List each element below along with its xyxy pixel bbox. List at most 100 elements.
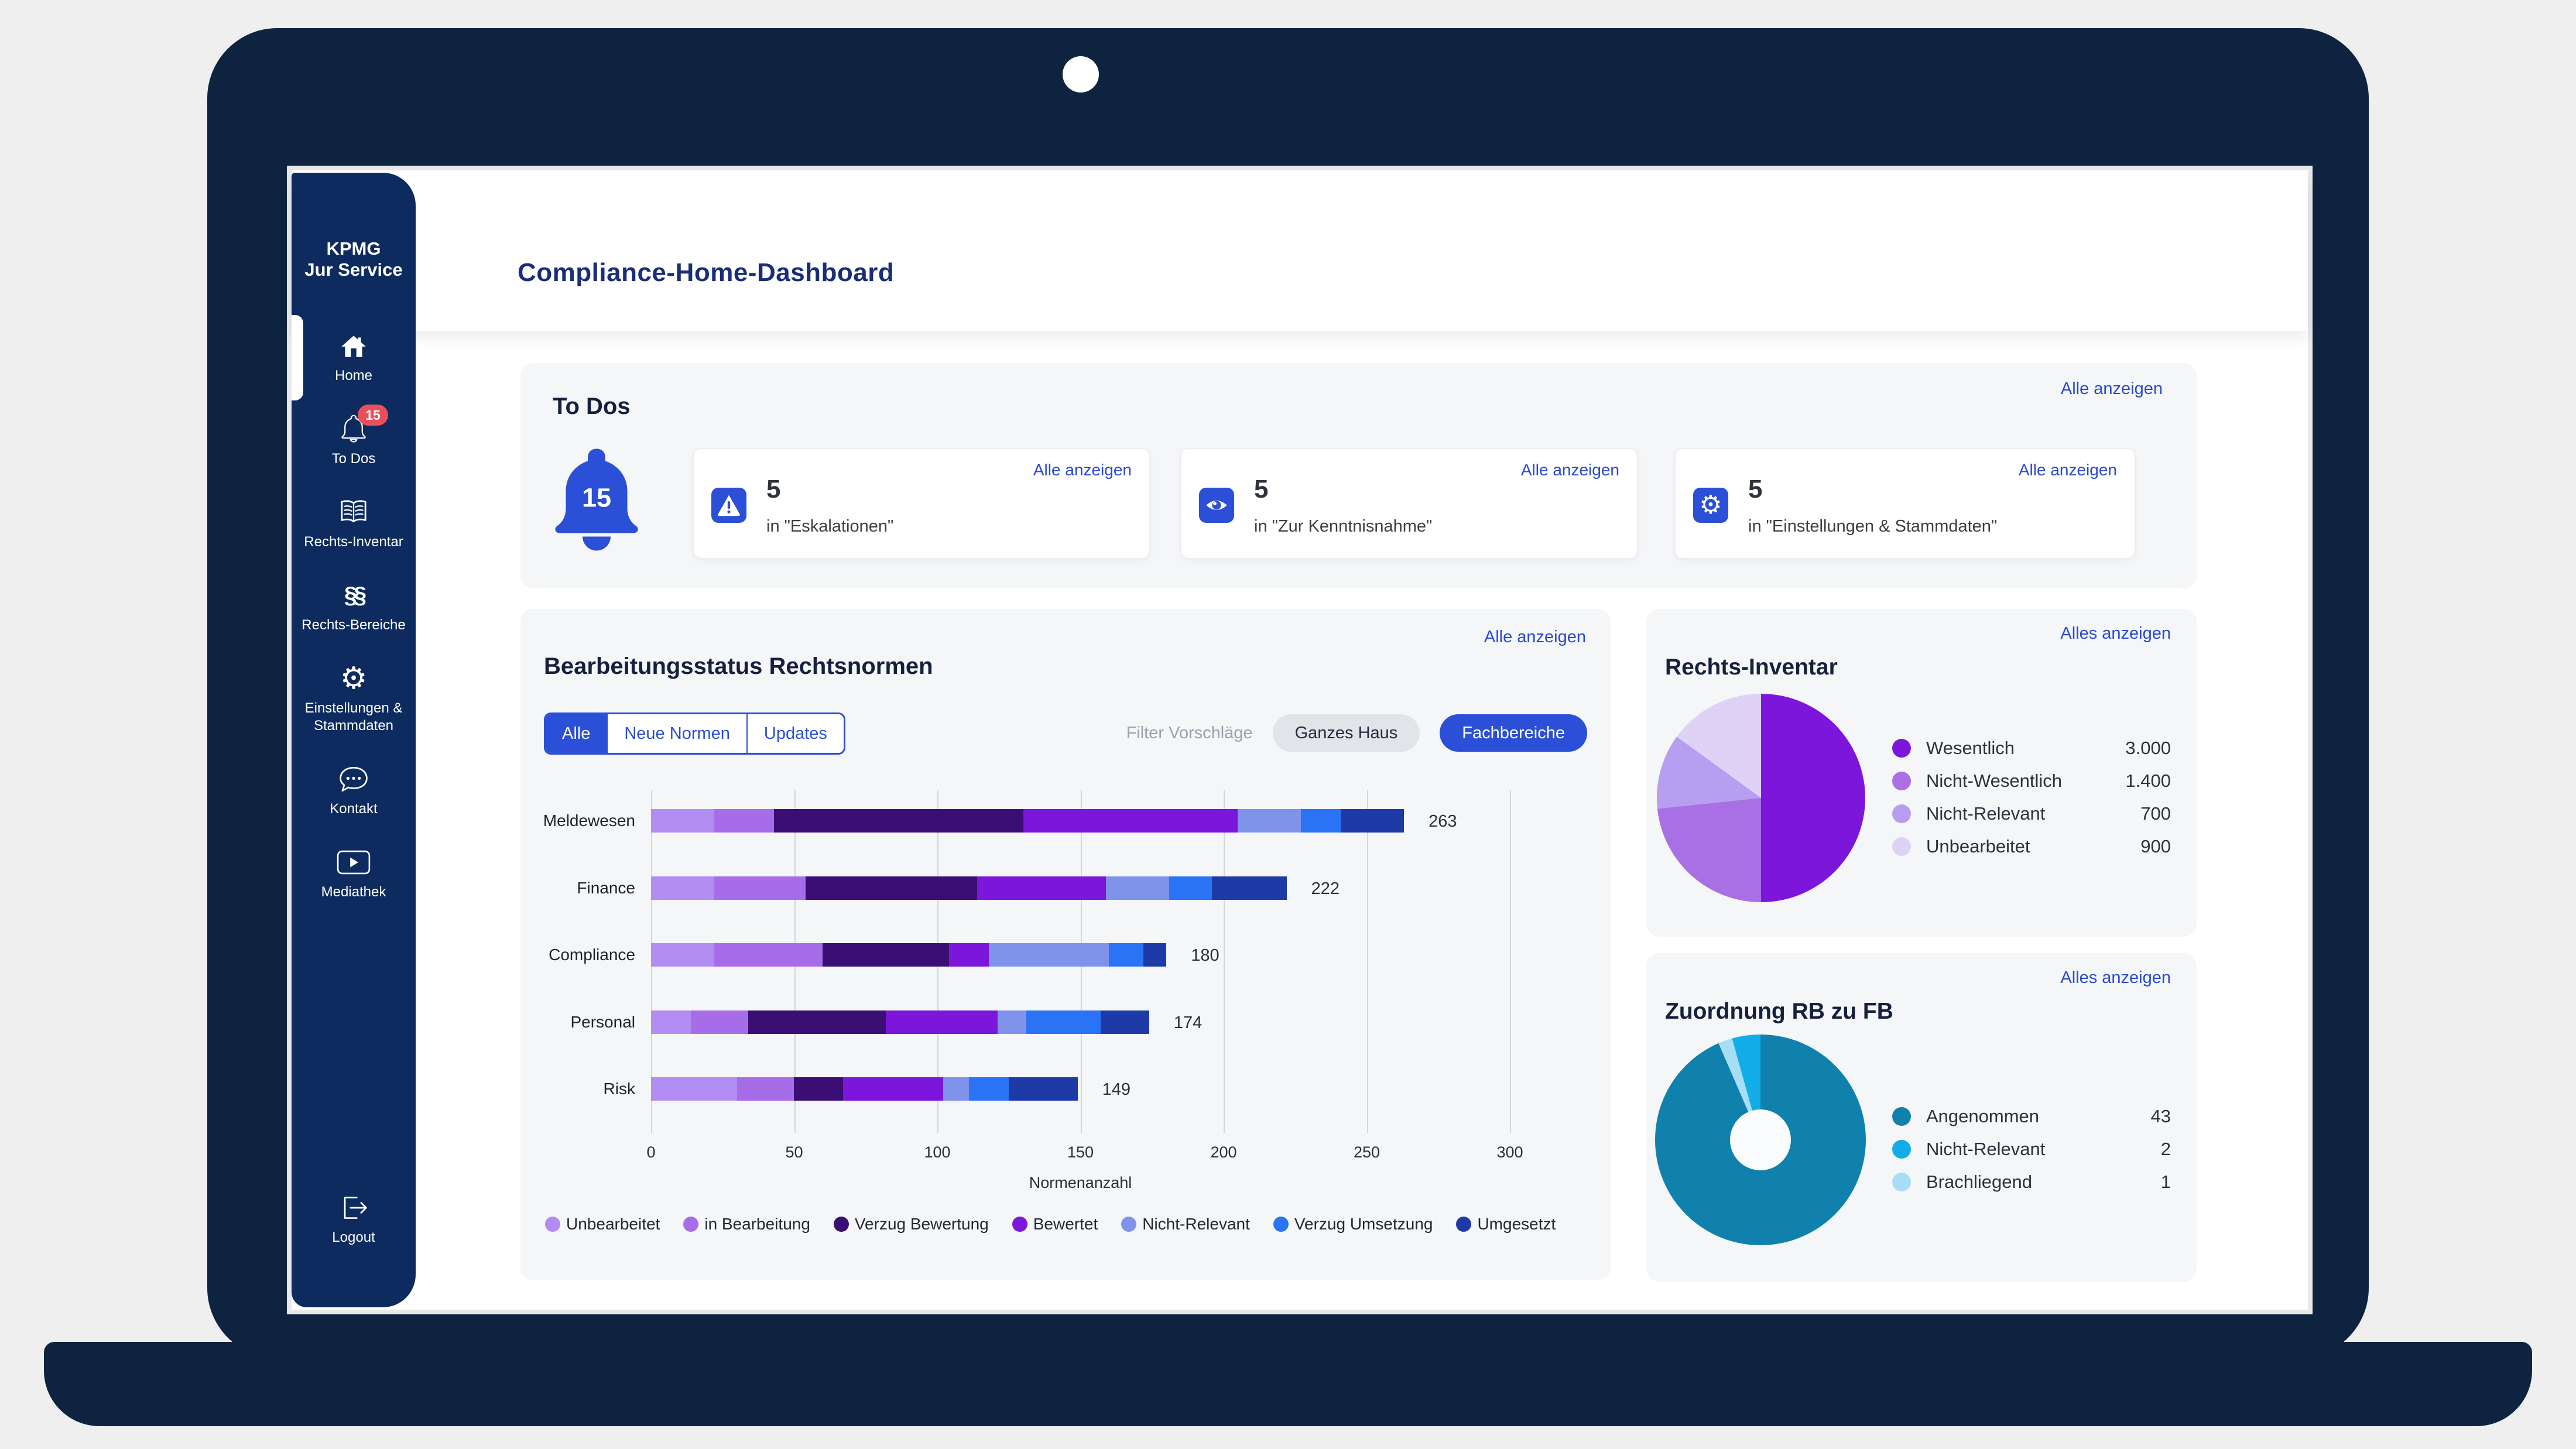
legend-label: Verzug Bewertung [854, 1215, 989, 1233]
bar-segment [1212, 876, 1287, 900]
bar-segment [1106, 876, 1170, 900]
warning-icon [711, 488, 746, 523]
sidebar-item-label: Rechts-Bereiche [302, 617, 406, 633]
legend-label: in Bearbeitung [704, 1215, 810, 1233]
legend-item: Wesentlich 3.000 [1892, 735, 2171, 761]
filter-fachbereiche-button[interactable]: Fachbereiche [1440, 714, 1587, 752]
sidebar-item-logout[interactable]: Logout [292, 1193, 416, 1246]
bar-segment [823, 943, 949, 967]
zuordnung-donut-chart [1655, 1034, 1866, 1245]
stacked-bar[interactable] [651, 1077, 1078, 1101]
legend-value: 3.000 [2125, 738, 2171, 758]
todo-card-eskalationen[interactable]: Alle anzeigen 5 in "Eskalationen" [693, 448, 1150, 559]
bar-segment [651, 1010, 691, 1034]
legend-value: 900 [2140, 836, 2171, 857]
legend-label: Nicht-Relevant [1142, 1215, 1250, 1233]
bar-total-label: 222 [1311, 879, 1340, 898]
stacked-bar[interactable] [651, 1010, 1149, 1034]
tab-neue-normen[interactable]: Neue Normen [608, 714, 748, 753]
bar-segment [989, 943, 1109, 967]
bar-segment [714, 809, 775, 833]
card-subtitle: in "Eskalationen" [766, 517, 894, 536]
bar-segment [1238, 809, 1301, 833]
legend-value: 43 [2150, 1106, 2171, 1126]
logo-line-2: Jur Service [304, 259, 403, 280]
home-icon [338, 331, 369, 361]
sidebar-nav: Home 15 To Dos Rechts-Inventar [292, 315, 416, 1307]
logout-icon [338, 1193, 369, 1223]
legend-dot [1273, 1217, 1289, 1232]
legend-label: Angenommen [1926, 1106, 2040, 1126]
sidebar-item-label: Kontakt [330, 801, 378, 817]
legend-item: Unbearbeitet [545, 1215, 660, 1234]
gridline [1224, 790, 1225, 1133]
bar-segment [806, 876, 978, 900]
bar-chart-legend: Unbearbeitet in Bearbeitung Verzug Bewertu… [545, 1215, 1556, 1234]
card-show-all-link[interactable]: Alle anzeigen [1033, 461, 1132, 479]
todos-show-all-link[interactable]: Alle anzeigen [2060, 379, 2163, 398]
card-show-all-link[interactable]: Alle anzeigen [1520, 461, 1619, 479]
zuordnung-panel: Alles anzeigen Zuordnung RB zu FB Angeno… [1646, 953, 2197, 1282]
legend-item: Verzug Umsetzung [1273, 1215, 1433, 1234]
zuordnung-title: Zuordnung RB zu FB [1665, 999, 1893, 1024]
legend-value: 1 [2160, 1171, 2171, 1192]
bar-segment [1169, 876, 1212, 900]
card-show-all-link[interactable]: Alle anzeigen [2018, 461, 2117, 479]
stacked-bar[interactable] [651, 809, 1405, 833]
filter-group: Filter Vorschläge Ganzes Haus Fachbereic… [1126, 714, 1587, 752]
sidebar-item-todos[interactable]: 15 To Dos [292, 405, 416, 468]
todo-card-einstellungen[interactable]: Alle anzeigen ⚙ 5 in "Einstellungen & St… [1674, 448, 2136, 559]
bell-icon: 15 [339, 405, 388, 444]
sidebar-item-rechts-inventar[interactable]: Rechts-Inventar [292, 497, 416, 551]
legend-item: Bewertet [1012, 1215, 1098, 1234]
bar-segment [968, 1077, 1009, 1101]
webcam-dot [1063, 56, 1099, 93]
sidebar-item-rechts-bereiche[interactable]: §§ Rechts-Bereiche [292, 580, 416, 634]
bar-segment [748, 1010, 886, 1034]
x-axis-tick: 0 [646, 1143, 656, 1161]
sidebar-item-label: Home [334, 368, 373, 383]
legend-dot [683, 1217, 699, 1232]
bar-total-label: 149 [1102, 1080, 1131, 1099]
tab-updates[interactable]: Updates [747, 714, 844, 753]
bar-segment [794, 1077, 843, 1101]
zuordnung-legend: Angenommen 43 Nicht-Relevant 2 Brachliegend 1 [1892, 1104, 2171, 1195]
legend-dot [1892, 1173, 1911, 1191]
bar-segment [1341, 809, 1405, 833]
legend-item: Nicht-Wesentlich 1.400 [1892, 768, 2171, 794]
sidebar-item-mediathek[interactable]: Mediathek [292, 847, 416, 901]
x-axis-tick: 150 [1067, 1143, 1094, 1161]
legend-dot [1121, 1217, 1137, 1232]
eye-icon [1199, 488, 1234, 523]
filter-ganzes-haus-button[interactable]: Ganzes Haus [1272, 714, 1420, 752]
bar-chart: 0 50 100 150 200 250 300 Meldewesen 263 Finance 22… [520, 609, 1611, 1280]
legend-label: Nicht-Relevant [1926, 803, 2046, 824]
legend-dot [1456, 1217, 1472, 1232]
inventar-show-all-link[interactable]: Alles anzeigen [2060, 624, 2171, 643]
stacked-bar[interactable] [651, 876, 1287, 900]
tab-alle[interactable]: Alle [546, 714, 608, 753]
todo-card-kenntnisnahme[interactable]: Alle anzeigen 5 in "Zur Kenntnisnahme" [1180, 448, 1638, 559]
legend-dot [1892, 739, 1911, 758]
bar-segment [977, 876, 1107, 900]
stacked-bar[interactable] [651, 943, 1167, 967]
card-count: 5 [1254, 475, 1269, 503]
legend-value: 700 [2140, 803, 2171, 824]
legend-label: Nicht-Wesentlich [1926, 770, 2063, 791]
book-icon [337, 497, 370, 527]
x-axis-tick: 100 [924, 1143, 951, 1161]
legend-label: Brachliegend [1926, 1171, 2032, 1192]
status-show-all-link[interactable]: Alle anzeigen [1484, 628, 1586, 646]
bar-segment [842, 1077, 943, 1101]
zuordnung-show-all-link[interactable]: Alles anzeigen [2060, 968, 2171, 987]
legend-item: Umgesetzt [1456, 1215, 1556, 1234]
status-title: Bearbeitungsstatus Rechtsnormen [544, 653, 933, 679]
x-axis-title: Normenanzahl [1029, 1174, 1132, 1191]
sidebar-item-einstellungen[interactable]: ⚙ Einstellungen & Stammdaten [292, 663, 416, 735]
sidebar-item-kontakt[interactable]: Kontakt [292, 764, 416, 818]
sidebar-item-home[interactable]: Home [292, 315, 416, 400]
bar-segment [1100, 1010, 1149, 1034]
x-axis-tick: 250 [1353, 1143, 1381, 1161]
chat-icon [338, 764, 369, 794]
